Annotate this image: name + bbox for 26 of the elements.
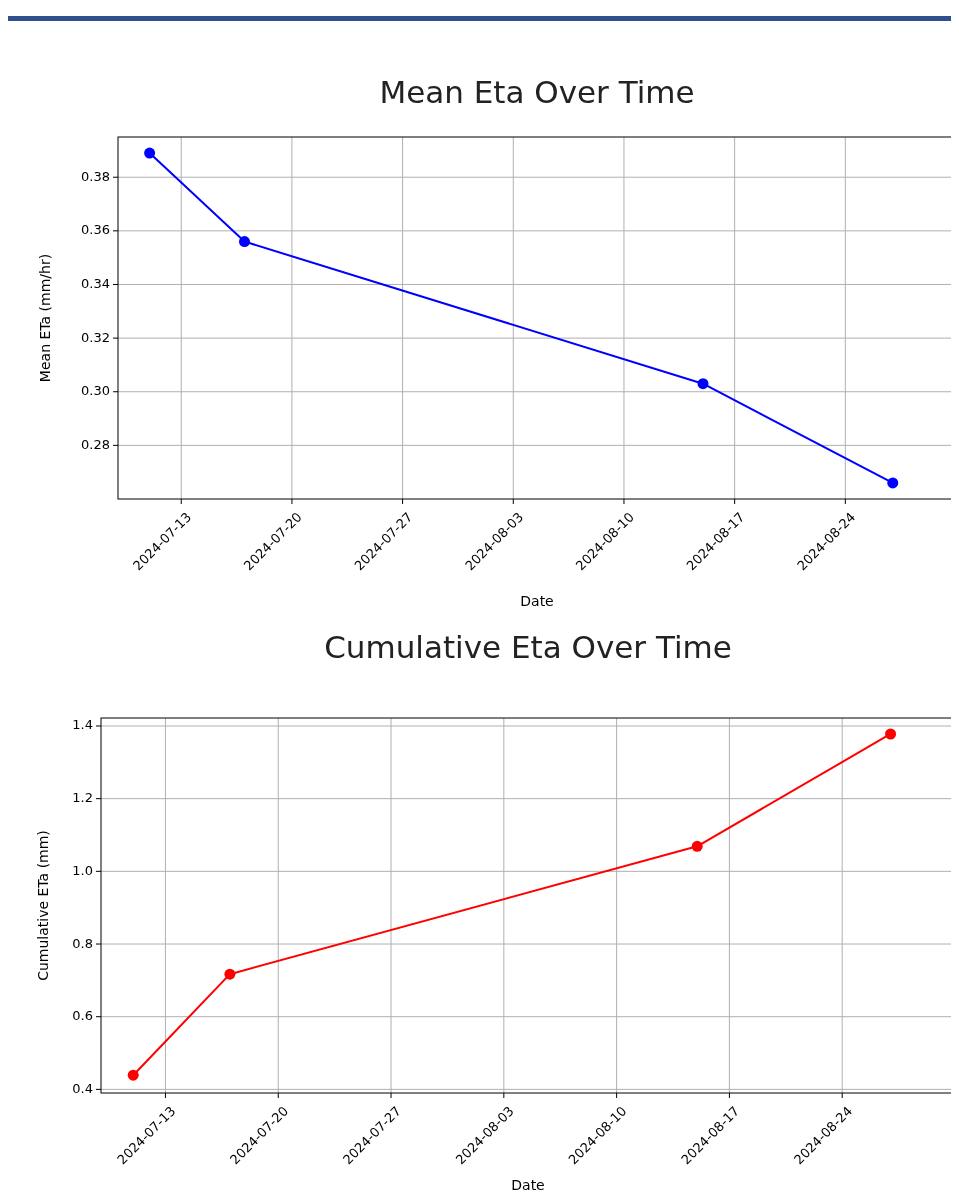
point (691, 840, 703, 852)
y-tick-label: 1.4 (72, 717, 93, 733)
y-tick-label: 0.32 (81, 329, 110, 345)
y-tick-label: 1.2 (72, 790, 93, 806)
point (887, 477, 899, 489)
chart-title: Mean Eta Over Time (379, 74, 695, 110)
x-axis-title: Date (520, 593, 554, 609)
point (885, 728, 897, 740)
point (127, 1069, 139, 1081)
y-axis-title: Cumulative ETa (mm) (35, 830, 51, 981)
y-tick-label: 0.34 (81, 275, 110, 291)
point (224, 968, 236, 980)
y-tick-label: 0.38 (81, 168, 110, 184)
y-tick-label: 0.36 (81, 222, 110, 238)
point (238, 236, 250, 248)
point (697, 378, 709, 390)
chart-title: Cumulative Eta Over Time (324, 629, 732, 665)
point (144, 147, 156, 159)
y-tick-label: 0.8 (72, 935, 93, 951)
y-tick-label: 0.4 (72, 1080, 93, 1096)
y-tick-label: 0.30 (81, 383, 110, 399)
y-axis-title: Mean ETa (mm/hr) (37, 253, 53, 383)
y-tick-label: 0.28 (81, 436, 110, 452)
y-tick-label: 0.6 (72, 1008, 93, 1024)
x-axis-title: Date (511, 1177, 545, 1193)
y-tick-label: 1.0 (72, 862, 93, 878)
